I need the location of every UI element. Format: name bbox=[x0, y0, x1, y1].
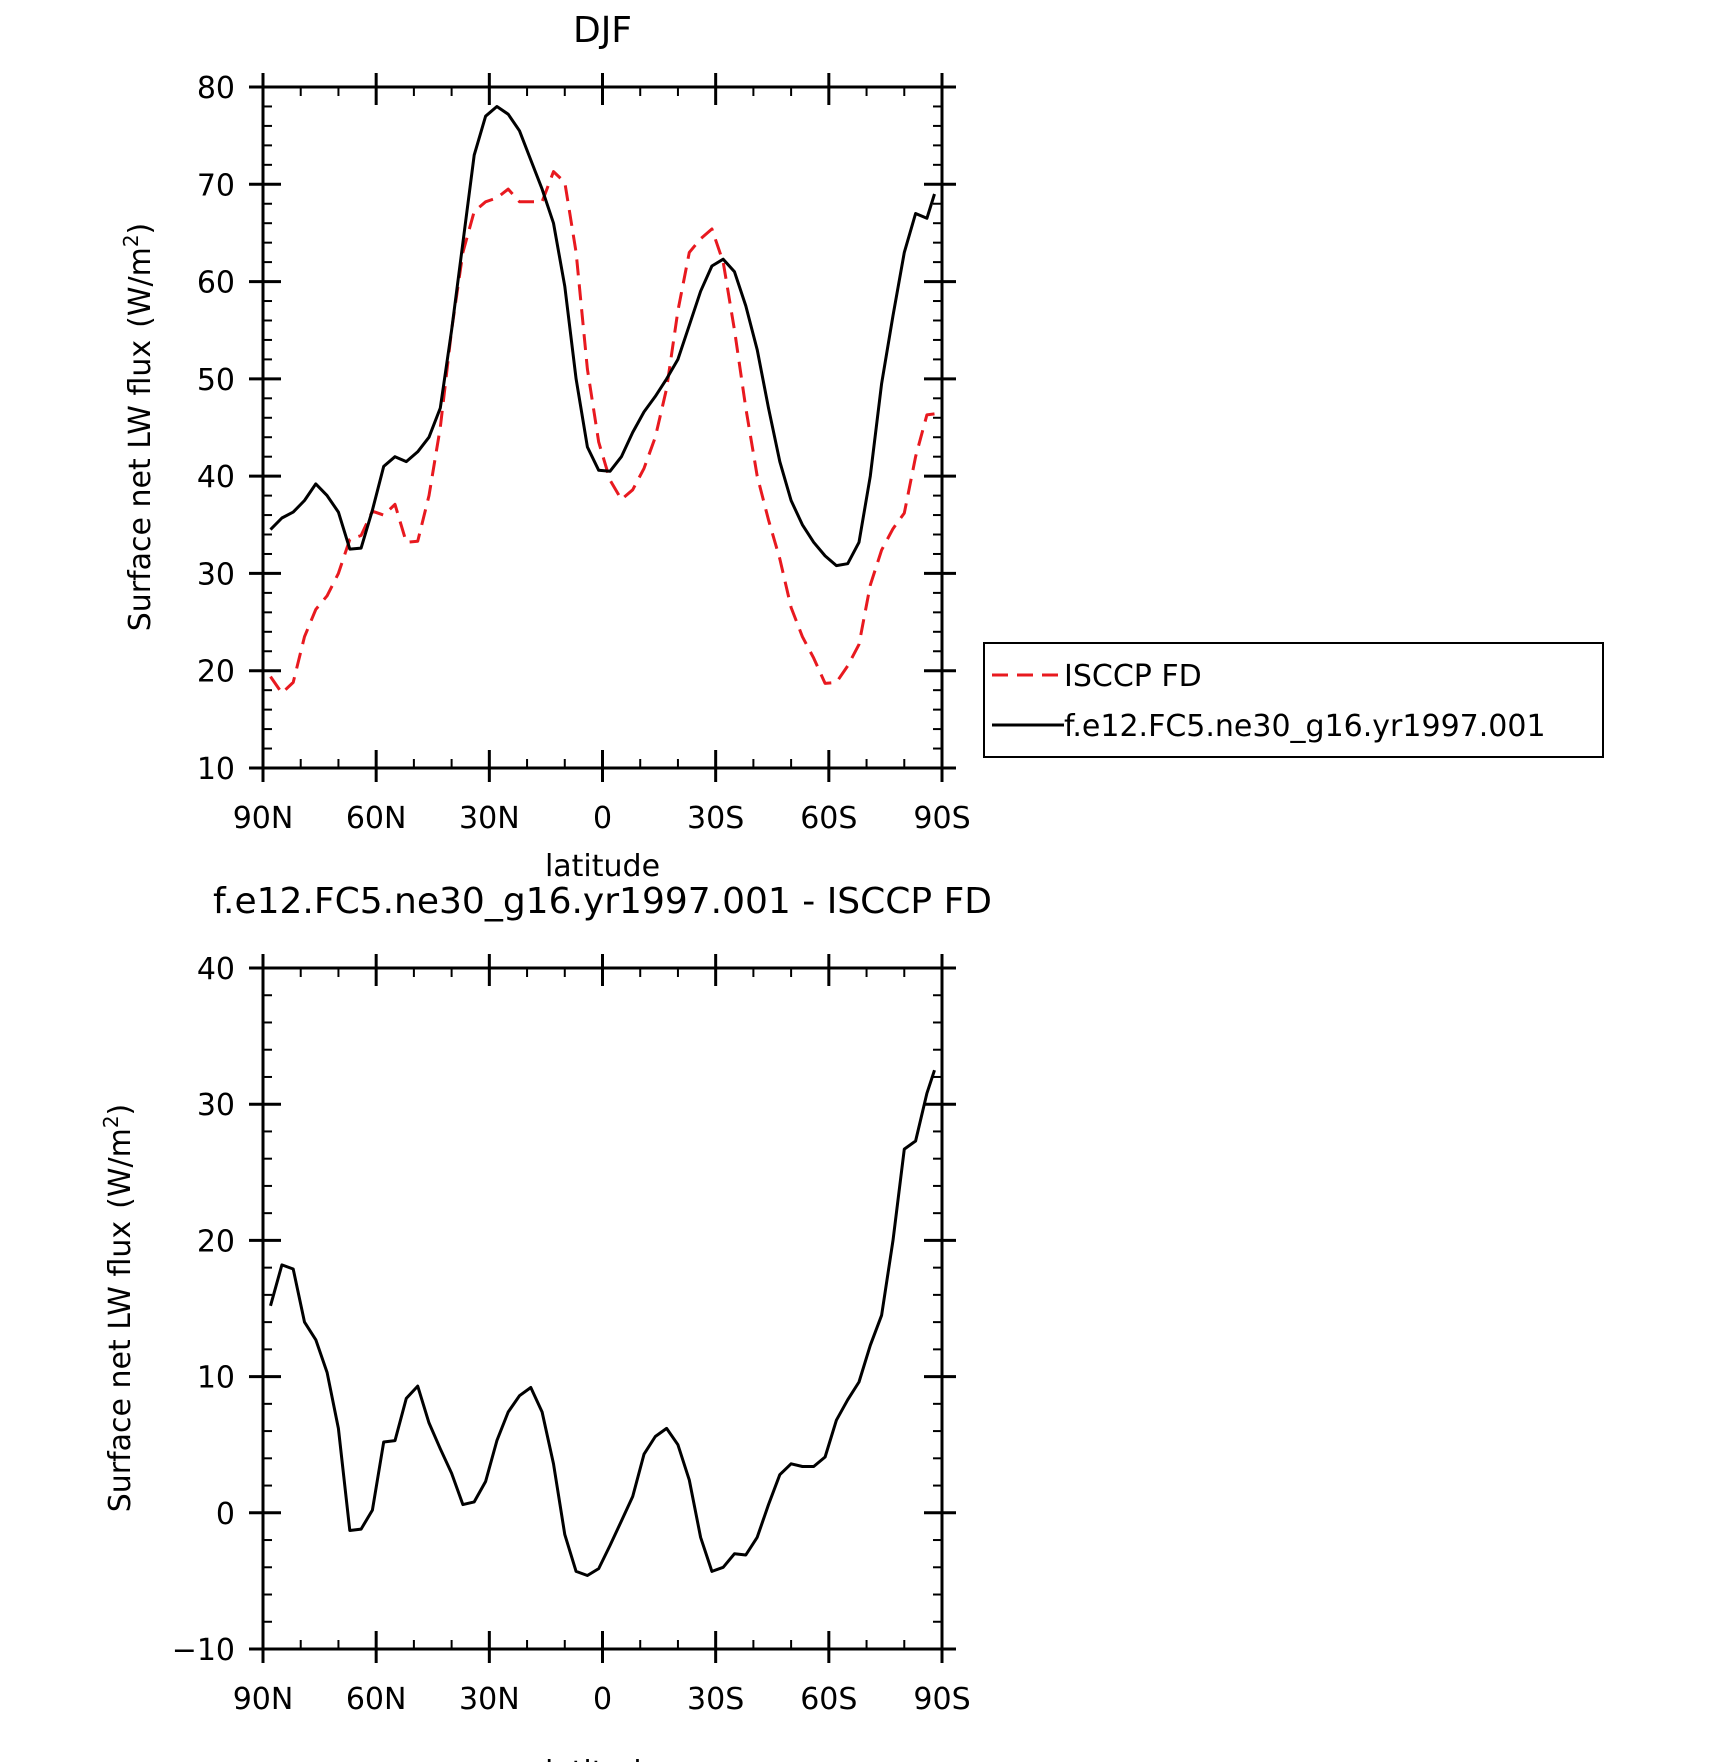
y-tick-label: 40 bbox=[197, 460, 235, 495]
y-axis-unit-close: ) bbox=[103, 1104, 138, 1116]
y-tick-label: 80 bbox=[197, 71, 235, 106]
legend-box bbox=[983, 642, 1604, 758]
legend-label-1: f.e12.FC5.ne30_g16.yr1997.001 bbox=[1064, 709, 1546, 744]
x-tick-label: 30S bbox=[687, 1682, 744, 1717]
y-axis-label: Surface net LW flux (W/m2) bbox=[99, 1104, 138, 1513]
y-tick-label: 40 bbox=[197, 952, 235, 987]
y-tick-label: −10 bbox=[172, 1633, 235, 1668]
x-tick-label: 0 bbox=[593, 801, 612, 836]
x-tick-label: 0 bbox=[593, 1682, 612, 1717]
y-tick-label: 60 bbox=[197, 266, 235, 301]
x-axis-label: latitude bbox=[545, 1755, 660, 1762]
plot-frame bbox=[261, 966, 944, 1651]
y-tick-label: 20 bbox=[197, 655, 235, 690]
x-axis-label: latitude bbox=[545, 849, 660, 884]
y-axis-label: Surface net LW flux (W/m2) bbox=[119, 223, 158, 632]
y-axis-unit: (W/m bbox=[123, 247, 158, 328]
plot-frame bbox=[261, 85, 944, 770]
series-line-0 bbox=[269, 170, 935, 695]
x-tick-label: 30N bbox=[459, 801, 520, 836]
x-tick-label: 30S bbox=[687, 801, 744, 836]
x-tick-label: 90N bbox=[233, 1682, 294, 1717]
y-tick-label: 30 bbox=[197, 557, 235, 592]
x-tick-label: 90S bbox=[913, 1682, 970, 1717]
y-tick-label: 10 bbox=[197, 1361, 235, 1396]
y-axis-label-text: Surface net LW flux bbox=[123, 340, 158, 631]
y-axis-unit-exponent: 2 bbox=[99, 1115, 123, 1128]
series-line-0 bbox=[269, 1069, 936, 1577]
chart-title: f.e12.FC5.ne30_g16.yr1997.001 - ISCCP FD bbox=[213, 881, 992, 922]
x-tick-label: 60S bbox=[800, 1682, 857, 1717]
legend: ISCCP FD f.e12.FC5.ne30_g16.yr1997.001 bbox=[983, 642, 1604, 758]
y-tick-label: 30 bbox=[197, 1088, 235, 1123]
series-line-1 bbox=[269, 105, 936, 568]
djf-panel: 10 20 30 40 50 60 70 80 90N 60N 30N 0 30S 60S 90S DJF la… bbox=[119, 10, 1604, 884]
x-tick-label: 30N bbox=[459, 1682, 520, 1717]
y-tick-label: 50 bbox=[197, 363, 235, 398]
legend-label-0: ISCCP FD bbox=[1064, 659, 1202, 694]
y-tick-label: 20 bbox=[197, 1224, 235, 1259]
chart-title: DJF bbox=[573, 10, 632, 51]
y-axis-unit-exponent: 2 bbox=[119, 234, 143, 247]
y-tick-label: 10 bbox=[197, 752, 235, 787]
y-tick-label: 70 bbox=[197, 168, 235, 203]
x-tick-label: 60S bbox=[800, 801, 857, 836]
x-tick-label: 60N bbox=[346, 801, 407, 836]
y-axis-unit: (W/m bbox=[103, 1128, 138, 1209]
y-tick-label: 0 bbox=[216, 1497, 235, 1532]
y-axis-unit-close: ) bbox=[123, 223, 158, 235]
x-tick-label: 90N bbox=[233, 801, 294, 836]
x-tick-label: 90S bbox=[913, 801, 970, 836]
y-axis-label-text: Surface net LW flux bbox=[103, 1221, 138, 1512]
difference-panel: −10 0 10 20 30 40 90N 60N 30N 0 30S 60S 90S f.e12.FC5… bbox=[99, 881, 992, 1762]
x-tick-label: 60N bbox=[346, 1682, 407, 1717]
